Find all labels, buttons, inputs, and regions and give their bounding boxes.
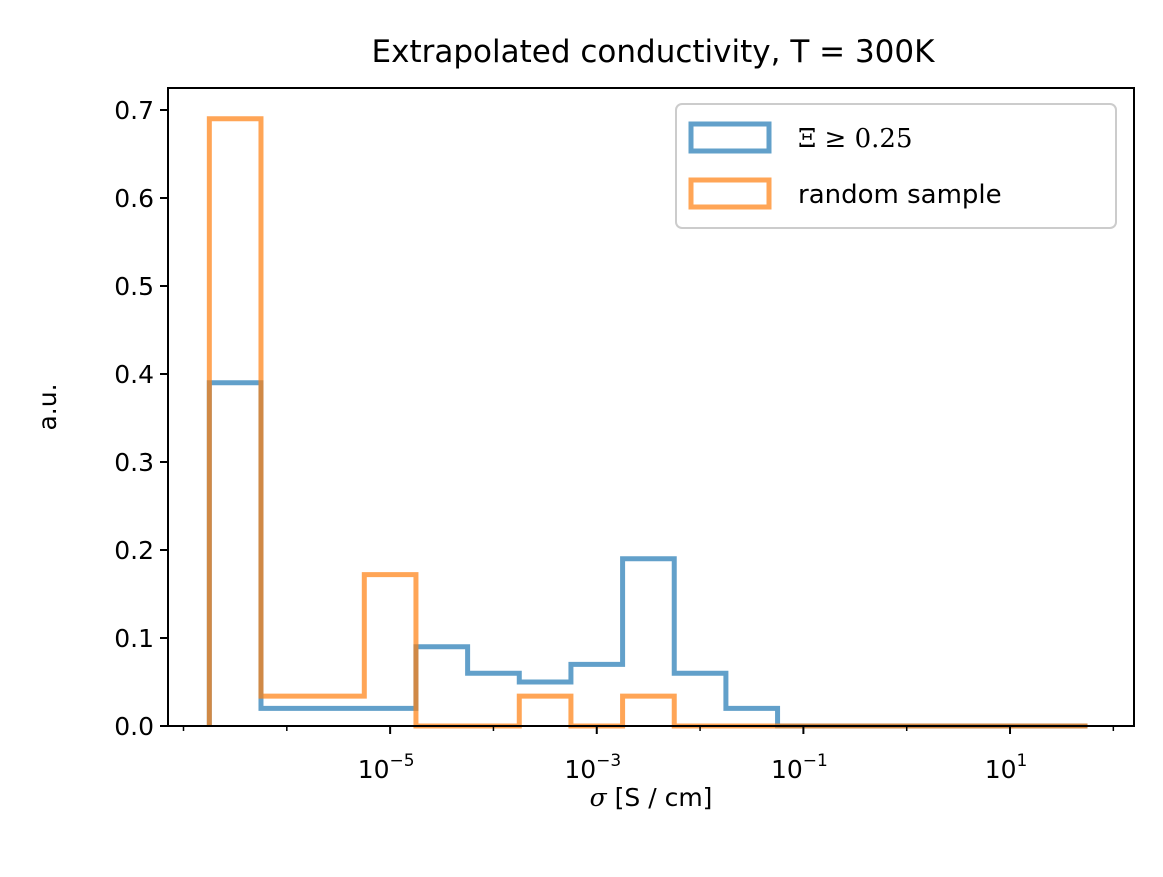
axes-frame (167, 87, 1135, 727)
x-tick-label: 10−5 (358, 751, 415, 784)
x-tick-label: 10−3 (564, 751, 621, 784)
x-tick-base: 10 (358, 755, 390, 784)
x-axis-symbol: σ (590, 783, 608, 812)
y-tick-label: 0.6 (114, 184, 154, 213)
x-tick-base: 10 (985, 755, 1017, 784)
legend: Ξ ≥ 0.25 random sample (675, 103, 1117, 229)
legend-label-series-2: random sample (798, 180, 1002, 210)
y-tick-label: 0.0 (114, 712, 154, 741)
x-tick-exponent: −1 (803, 751, 828, 771)
y-tick-label: 0.1 (114, 624, 154, 653)
x-tick-exponent: −3 (596, 751, 621, 771)
x-tick-exponent: −5 (390, 751, 415, 771)
chart-title: Extrapolated conductivity, T = 300K (372, 34, 936, 70)
legend-swatch-series-1 (688, 121, 772, 154)
x-tick-base: 10 (771, 755, 803, 784)
legend-label-series-1: Ξ ≥ 0.25 (798, 124, 913, 154)
x-tick-base: 10 (564, 755, 596, 784)
legend-frame (675, 103, 1117, 229)
y-axis: 0.0 0.1 0.2 0.3 0.4 0.5 0.6 0.7 (114, 96, 168, 741)
y-tick-label: 0.4 (114, 360, 154, 389)
x-axis-label: σ [S / cm] (590, 783, 713, 812)
x-tick-label: 101 (985, 751, 1028, 784)
y-tick-label: 0.2 (114, 536, 154, 565)
x-tick-exponent: 1 (1017, 751, 1028, 771)
legend-swatch-series-2 (688, 177, 772, 210)
y-tick-label: 0.7 (114, 96, 154, 125)
y-axis-label: a.u. (33, 383, 62, 430)
x-tick-label: 10−1 (771, 751, 828, 784)
x-axis-unit: [S / cm] (615, 783, 713, 812)
y-tick-label: 0.3 (114, 448, 154, 477)
x-axis: 10−5 10−3 10−1 101 (182, 726, 1115, 784)
y-tick-label: 0.5 (114, 272, 154, 301)
